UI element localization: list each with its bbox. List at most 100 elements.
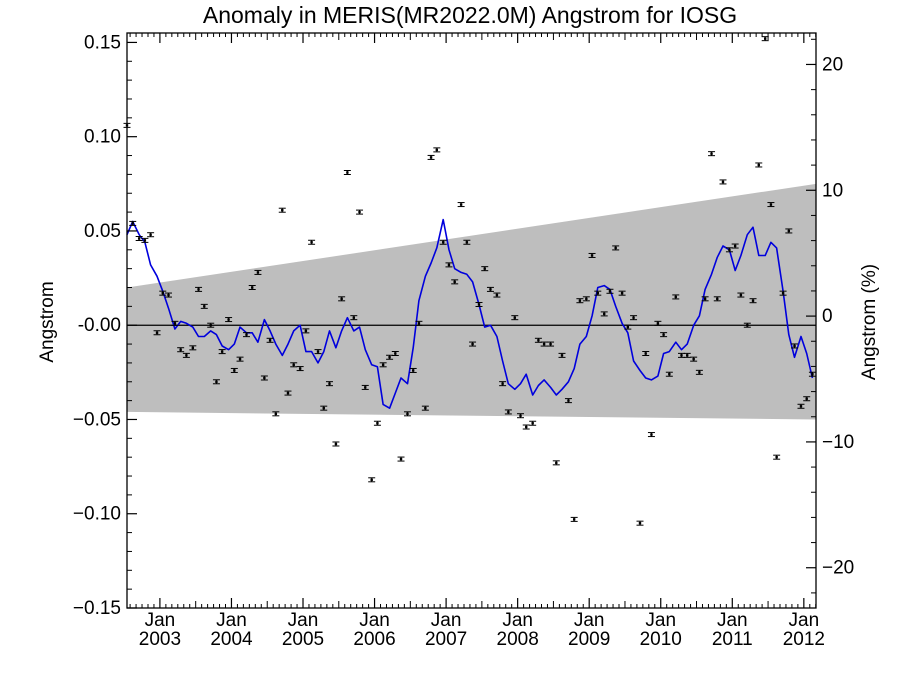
- y-right-tick-label: 20: [822, 54, 843, 75]
- data-point-marker: [614, 246, 617, 250]
- data-point-marker: [668, 373, 671, 376]
- x-tick-label-year: 2011: [712, 629, 753, 650]
- x-tick-label-month: Jan: [431, 610, 462, 631]
- data-point-marker: [733, 244, 737, 248]
- data-point-marker: [435, 148, 438, 152]
- data-point-marker: [537, 339, 540, 342]
- data-point-marker: [286, 391, 290, 395]
- monthly-point: [350, 315, 358, 321]
- data-point-marker: [191, 346, 195, 350]
- monthly-point: [547, 341, 555, 347]
- data-point-marker: [781, 291, 785, 295]
- monthly-point: [719, 179, 727, 185]
- monthly-point: [356, 209, 364, 215]
- smoothed-series-line: [126, 218, 814, 410]
- data-point-marker: [203, 305, 206, 308]
- monthly-point: [320, 405, 328, 411]
- monthly-point: [647, 432, 655, 438]
- x-tick-label-year: 2012: [783, 629, 825, 650]
- x-tick-label-month: Jan: [288, 610, 319, 631]
- data-point-marker: [370, 478, 373, 482]
- data-point-marker: [525, 425, 528, 429]
- monthly-point: [338, 296, 346, 302]
- monthly-point: [207, 322, 215, 328]
- monthly-point: [475, 301, 483, 307]
- monthly-point: [266, 337, 274, 343]
- data-point-marker: [263, 376, 266, 380]
- data-point-marker: [376, 422, 379, 425]
- monthly-point: [749, 298, 757, 304]
- data-point-marker: [542, 342, 546, 346]
- monthly-point: [397, 456, 405, 462]
- y-axis-label-left: Angstrom: [37, 281, 58, 362]
- data-point-marker: [143, 239, 147, 242]
- x-tick-label-year: 2009: [568, 629, 610, 650]
- y-tick-label: −0.10: [73, 504, 121, 525]
- monthly-point: [278, 207, 286, 213]
- y-tick-label: −0.15: [73, 598, 121, 619]
- monthly-point: [594, 290, 602, 296]
- data-point-marker: [489, 288, 492, 291]
- x-axis: Jan2003Jan2004Jan2005Jan2006Jan2007Jan20…: [129, 33, 825, 650]
- monthly-point: [135, 235, 143, 241]
- data-point-marker: [334, 442, 338, 446]
- monthly-point: [421, 405, 429, 411]
- data-point-marker: [560, 354, 564, 357]
- data-point-marker: [603, 312, 606, 316]
- monthly-point: [433, 147, 441, 153]
- data-point-marker: [292, 363, 295, 367]
- monthly-point: [463, 239, 471, 245]
- monthly-point: [159, 290, 167, 296]
- data-point-marker: [686, 354, 689, 357]
- data-point-marker: [298, 367, 302, 370]
- monthly-point: [147, 232, 155, 238]
- data-point-marker: [417, 322, 421, 325]
- data-point-marker: [268, 339, 272, 342]
- data-point-marker: [381, 363, 385, 367]
- monthly-point: [445, 262, 453, 268]
- monthly-point: [582, 296, 590, 302]
- monthly-point: [636, 520, 644, 526]
- monthly-point: [290, 362, 298, 368]
- x-tick-label-month: Jan: [574, 610, 605, 631]
- data-point-marker: [453, 280, 456, 284]
- data-point-marker: [501, 382, 504, 385]
- monthly-point: [529, 420, 537, 426]
- data-point-marker: [245, 333, 248, 336]
- data-point-marker: [471, 342, 474, 346]
- monthly-point: [517, 413, 525, 419]
- monthly-point: [481, 266, 489, 272]
- data-point-marker: [352, 316, 356, 319]
- monthly-point: [218, 349, 226, 355]
- data-point-marker: [233, 369, 236, 372]
- monthly-point: [254, 269, 262, 275]
- chart-title: Anomaly in MERIS(MR2022.0M) Angstrom for…: [203, 2, 737, 28]
- monthly-point: [701, 296, 709, 302]
- x-tick-label-month: Jan: [145, 610, 176, 631]
- monthly-point: [164, 292, 172, 298]
- x-tick-label-month: Jan: [359, 610, 390, 631]
- monthly-point: [182, 352, 190, 358]
- y-tick-label: 0.15: [84, 32, 121, 53]
- data-point-marker: [238, 357, 242, 361]
- monthly-point: [743, 322, 751, 328]
- plot-frame: [126, 32, 817, 609]
- data-point-marker: [442, 241, 445, 244]
- smoothed-series: [126, 218, 814, 410]
- data-point-marker: [447, 263, 451, 267]
- monthly-point: [624, 324, 632, 330]
- monthly-point: [368, 477, 376, 483]
- monthly-point: [486, 286, 494, 292]
- monthly-point: [314, 349, 322, 355]
- monthly-point: [791, 343, 799, 349]
- monthly-point: [755, 162, 763, 168]
- monthly-point: [212, 379, 220, 385]
- y-axis-label-right: Angstrom (%): [859, 264, 880, 380]
- y-tick-label: -0.00: [78, 315, 121, 336]
- monthly-point: [379, 362, 387, 368]
- monthly-point: [225, 317, 233, 323]
- uncertainty-band-area: [127, 183, 816, 420]
- data-point-marker: [465, 241, 469, 244]
- monthly-point: [493, 292, 501, 298]
- data-point-marker: [578, 299, 582, 302]
